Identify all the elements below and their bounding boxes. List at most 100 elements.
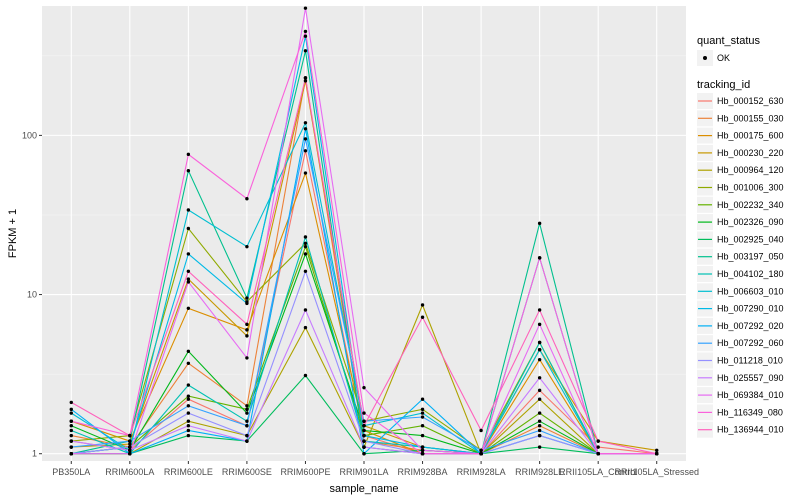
- data-point: [537, 322, 542, 327]
- y-axis-ticks: 1 10 100: [22, 130, 42, 459]
- data-point: [245, 244, 249, 249]
- data-point: [537, 433, 542, 438]
- data-point: [420, 397, 425, 401]
- x-tick-label: PB350LA: [52, 467, 90, 477]
- data-point: [420, 448, 425, 453]
- data-point: [303, 79, 308, 83]
- x-axis-title: sample_name: [329, 483, 398, 495]
- legend-color-items: Hb_000152_630 Hb_000155_030 Hb_000175_600 H…: [697, 93, 784, 438]
- legend-series-label: Hb_000155_030: [717, 113, 784, 123]
- legend-series-label: Hb_000152_630: [717, 96, 784, 106]
- data-point: [186, 269, 191, 273]
- legend-shape-label: OK: [717, 53, 730, 63]
- data-point: [186, 397, 191, 401]
- data-point: [303, 127, 308, 131]
- data-point: [303, 29, 308, 34]
- data-point: [245, 322, 249, 327]
- x-tick-label: RRII105LA_Stressed: [614, 467, 699, 477]
- data-point: [537, 357, 542, 362]
- data-point: [479, 428, 483, 433]
- data-point: [596, 439, 600, 443]
- data-point: [420, 423, 425, 428]
- y-tick-label: 100: [22, 130, 37, 140]
- data-point: [69, 411, 73, 415]
- data-point: [537, 308, 542, 312]
- legend-series-label: Hb_000230_220: [717, 148, 784, 158]
- data-point: [186, 152, 191, 157]
- legend-series-label: Hb_004102_180: [717, 269, 784, 279]
- legend-series-label: Hb_011218_010: [717, 356, 783, 366]
- data-point: [420, 407, 425, 412]
- data-point: [186, 277, 191, 281]
- data-point: [245, 197, 249, 201]
- data-point: [537, 221, 542, 226]
- x-tick-label: RRIM928BA: [398, 467, 448, 477]
- data-point: [186, 423, 191, 428]
- legend-series-label: Hb_000964_120: [717, 165, 784, 175]
- data-point: [420, 315, 425, 319]
- legend-shape-items: OK: [697, 50, 730, 66]
- data-point: [420, 452, 425, 456]
- data-point: [537, 388, 542, 393]
- data-point: [303, 373, 308, 378]
- legend-series-label: Hb_069384_010: [717, 390, 784, 400]
- data-point: [128, 442, 132, 446]
- data-point: [537, 423, 542, 428]
- legend-series-label: Hb_007292_020: [717, 321, 784, 331]
- data-point: [186, 280, 191, 284]
- data-point: [245, 404, 249, 408]
- data-point: [537, 376, 542, 380]
- data-point: [186, 428, 191, 433]
- data-point: [69, 419, 73, 423]
- data-point: [303, 252, 308, 256]
- data-point: [186, 404, 191, 408]
- data-point: [420, 411, 425, 415]
- data-point: [128, 445, 132, 449]
- legend-point-symbol: [703, 56, 707, 60]
- data-point: [186, 349, 191, 354]
- x-tick-label: RRIM600SE: [222, 467, 272, 477]
- data-point: [303, 76, 308, 80]
- legend-series-label: Hb_002326_090: [717, 217, 784, 227]
- data-point: [596, 445, 600, 449]
- data-point: [186, 361, 191, 365]
- data-point: [186, 383, 191, 387]
- data-point: [303, 269, 308, 273]
- data-point: [655, 448, 659, 453]
- data-point: [303, 244, 308, 249]
- legend-shape-title: quant_status: [697, 35, 760, 47]
- legend-series-label: Hb_002925_040: [717, 234, 784, 244]
- x-tick-label: RRIM901LA: [339, 467, 388, 477]
- data-point: [69, 452, 73, 456]
- data-point: [362, 445, 366, 449]
- data-point: [479, 452, 483, 456]
- legend-series-label: Hb_136944_010: [717, 425, 784, 435]
- x-tick-label: RRIM600LE: [164, 467, 213, 477]
- data-point: [537, 256, 542, 260]
- data-point: [303, 149, 308, 153]
- data-point: [245, 439, 249, 443]
- data-point: [186, 306, 191, 310]
- data-point: [186, 168, 191, 173]
- legend-color-title: tracking_id: [697, 79, 750, 91]
- legend-series-label: Hb_025557_090: [717, 373, 784, 383]
- data-point: [303, 49, 308, 53]
- data-point: [69, 423, 73, 428]
- data-point: [186, 252, 191, 256]
- data-point: [303, 171, 308, 175]
- data-point: [303, 137, 308, 141]
- legend-series-label: Hb_001006_300: [717, 183, 784, 193]
- data-point: [245, 296, 249, 300]
- data-point: [303, 121, 308, 125]
- data-point: [537, 348, 542, 352]
- data-point: [128, 433, 132, 438]
- data-point: [420, 445, 425, 449]
- data-point: [362, 411, 366, 415]
- data-point: [245, 334, 249, 338]
- data-point: [537, 428, 542, 433]
- data-point: [69, 400, 73, 405]
- data-point: [362, 385, 366, 390]
- data-point: [362, 439, 366, 443]
- data-point: [537, 411, 542, 415]
- data-point: [128, 439, 132, 443]
